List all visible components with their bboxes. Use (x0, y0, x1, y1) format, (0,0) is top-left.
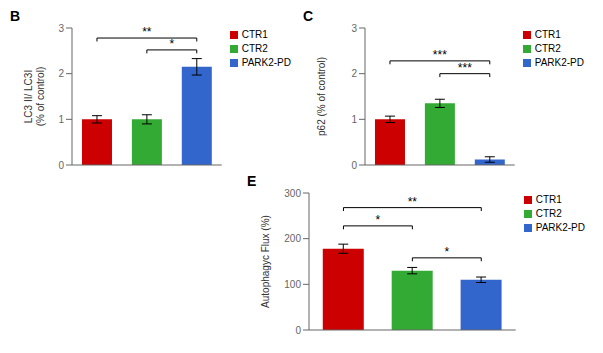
svg-text:*: * (376, 213, 381, 227)
html-text:PARK2-PD: PARK2-PD (241, 57, 291, 68)
html-text:CTR2: CTR2 (535, 208, 562, 219)
svg-text:0: 0 (58, 160, 64, 171)
svg-text:***: *** (458, 61, 472, 75)
svg-text:1: 1 (351, 114, 357, 125)
svg-text:0: 0 (351, 160, 357, 171)
html-text:PARK2-PD: PARK2-PD (534, 57, 584, 68)
svg-text:Autophagyc Flux (%): Autophagyc Flux (%) (260, 215, 271, 308)
svg-text:*: * (169, 37, 174, 51)
svg-text:3: 3 (351, 23, 357, 34)
html-text:E: E (247, 173, 257, 189)
html-text:C: C (303, 8, 314, 24)
html-text:CTR1: CTR1 (534, 29, 561, 40)
html-text:CTR1: CTR1 (535, 194, 562, 205)
html-text:B: B (10, 8, 21, 24)
svg-text:3: 3 (58, 23, 64, 34)
svg-text:0: 0 (295, 325, 301, 336)
svg-text:100: 100 (284, 279, 301, 290)
svg-text:300: 300 (284, 188, 301, 199)
svg-text:**: ** (408, 195, 418, 209)
svg-text:1: 1 (58, 114, 64, 125)
svg-text:200: 200 (284, 233, 301, 244)
html-text:CTR1: CTR1 (241, 29, 268, 40)
svg-text:**: ** (142, 25, 152, 39)
svg-text:2: 2 (351, 68, 357, 79)
svg-text:LC3 II/ LC3I(% of control): LC3 II/ LC3I(% of control) (23, 67, 46, 126)
svg-text:p62 (% of control): p62 (% of control) (316, 57, 327, 136)
html-text:PARK2-PD: PARK2-PD (535, 222, 585, 233)
svg-text:*: * (444, 245, 449, 259)
svg-text:2: 2 (58, 68, 64, 79)
svg-text:***: *** (433, 48, 447, 62)
html-text:CTR2: CTR2 (241, 43, 268, 54)
html-text:CTR2: CTR2 (534, 43, 561, 54)
